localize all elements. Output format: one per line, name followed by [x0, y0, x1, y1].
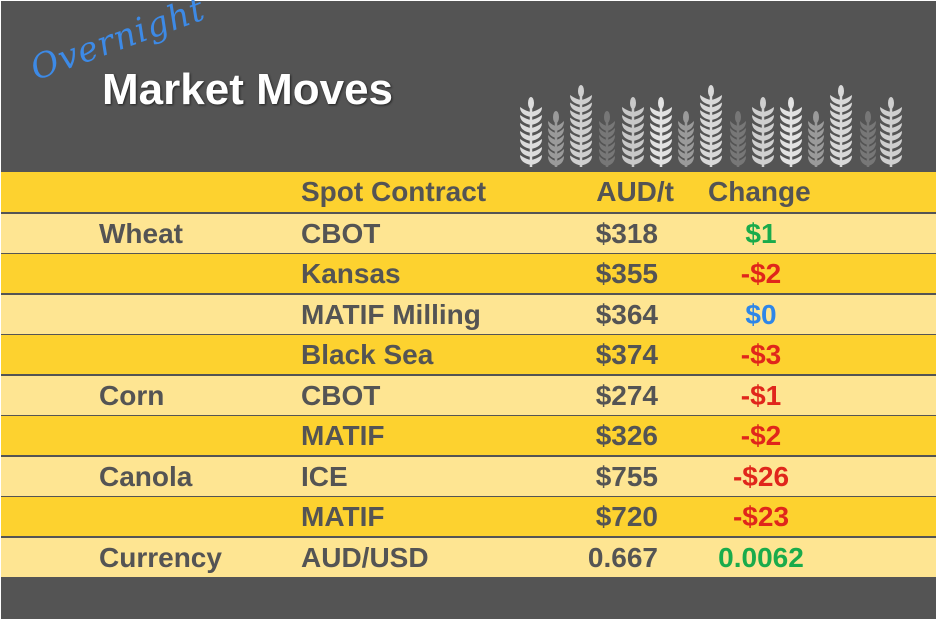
wheat-stalk-icon	[520, 97, 542, 167]
price-cell: $355	[595, 258, 658, 289]
commodity-cell: Canola	[99, 460, 193, 492]
contract-cell: MATIF	[301, 501, 385, 532]
wheat-stalk-icon	[730, 111, 746, 167]
table-row: Currency AUD/USD 0.667 0.0062	[1, 537, 936, 577]
change-cell: -$2	[740, 420, 782, 451]
table-row: MATIF $720 -$23	[1, 497, 936, 536]
table-row: Kansas $355 -$2	[1, 254, 936, 293]
wheat-stalk-icon	[650, 97, 672, 167]
table-row: Canola ICE $755 -$26	[1, 456, 936, 496]
contract-cell: CBOT	[301, 217, 381, 249]
contract-cell: CBOT	[301, 379, 381, 411]
table-row: Wheat CBOT $318 $1	[1, 213, 936, 253]
column-header-price: AUD/t	[596, 176, 674, 207]
wheat-stalk-icon	[570, 85, 592, 167]
contract-cell: Kansas	[301, 258, 401, 289]
change-cell: -$23	[732, 501, 790, 532]
wheat-stalk-icon	[830, 85, 852, 167]
wheat-stalks-icon	[520, 85, 902, 167]
wheat-stalk-icon	[880, 97, 902, 167]
commodity-cell: Corn	[99, 379, 165, 411]
footer-bar	[1, 580, 936, 619]
column-header-change: Change	[708, 176, 811, 207]
header-banner: Overnight Market Moves	[1, 0, 936, 170]
contract-cell: ICE	[301, 460, 348, 492]
wheat-stalk-icon	[700, 85, 722, 167]
price-cell: $755	[595, 460, 658, 492]
wheat-stalk-icon	[678, 111, 694, 167]
change-cell: -$2	[740, 258, 782, 289]
table-row: MATIF $326 -$2	[1, 416, 936, 455]
change-cell: $0	[745, 298, 777, 330]
commodity-cell: Wheat	[99, 217, 183, 249]
wheat-stalk-icon	[860, 111, 876, 167]
price-cell: $274	[595, 379, 658, 411]
wheat-stalk-icon	[622, 97, 644, 167]
contract-cell: AUD/USD	[301, 541, 429, 573]
change-cell: -$3	[740, 339, 782, 370]
table-row: MATIF Milling $364 $0	[1, 294, 936, 334]
price-cell: $326	[595, 420, 658, 451]
table-row: Corn CBOT $274 -$1	[1, 375, 936, 415]
table-row: Black Sea $374 -$3	[1, 335, 936, 374]
table-header-row: Spot Contract AUD/t Change	[1, 172, 936, 212]
price-cell: $364	[595, 298, 658, 330]
wheat-stalk-icon	[548, 111, 564, 167]
price-cell: $318	[595, 217, 658, 249]
column-header-contract: Spot Contract	[301, 176, 487, 207]
contract-cell: Black Sea	[301, 339, 434, 370]
commodity-cell: Currency	[99, 541, 222, 573]
change-cell: -$1	[740, 379, 782, 411]
wheat-stalk-icon	[752, 97, 774, 167]
wheat-stalk-icon	[599, 111, 615, 167]
header-title: Market Moves	[102, 65, 394, 114]
change-cell: -$26	[732, 460, 790, 492]
prices-table: Spot Contract AUD/t Change Wheat CBOT $318…	[1, 172, 936, 578]
wheat-stalk-icon	[780, 97, 802, 167]
wheat-stalk-icon	[808, 111, 824, 167]
price-cell: $374	[595, 339, 658, 370]
contract-cell: MATIF	[301, 420, 385, 451]
contract-cell: MATIF Milling	[301, 298, 481, 330]
change-cell: $1	[745, 217, 777, 249]
price-cell: $720	[595, 501, 658, 532]
change-cell: 0.0062	[718, 541, 804, 573]
price-cell: 0.667	[587, 541, 658, 573]
